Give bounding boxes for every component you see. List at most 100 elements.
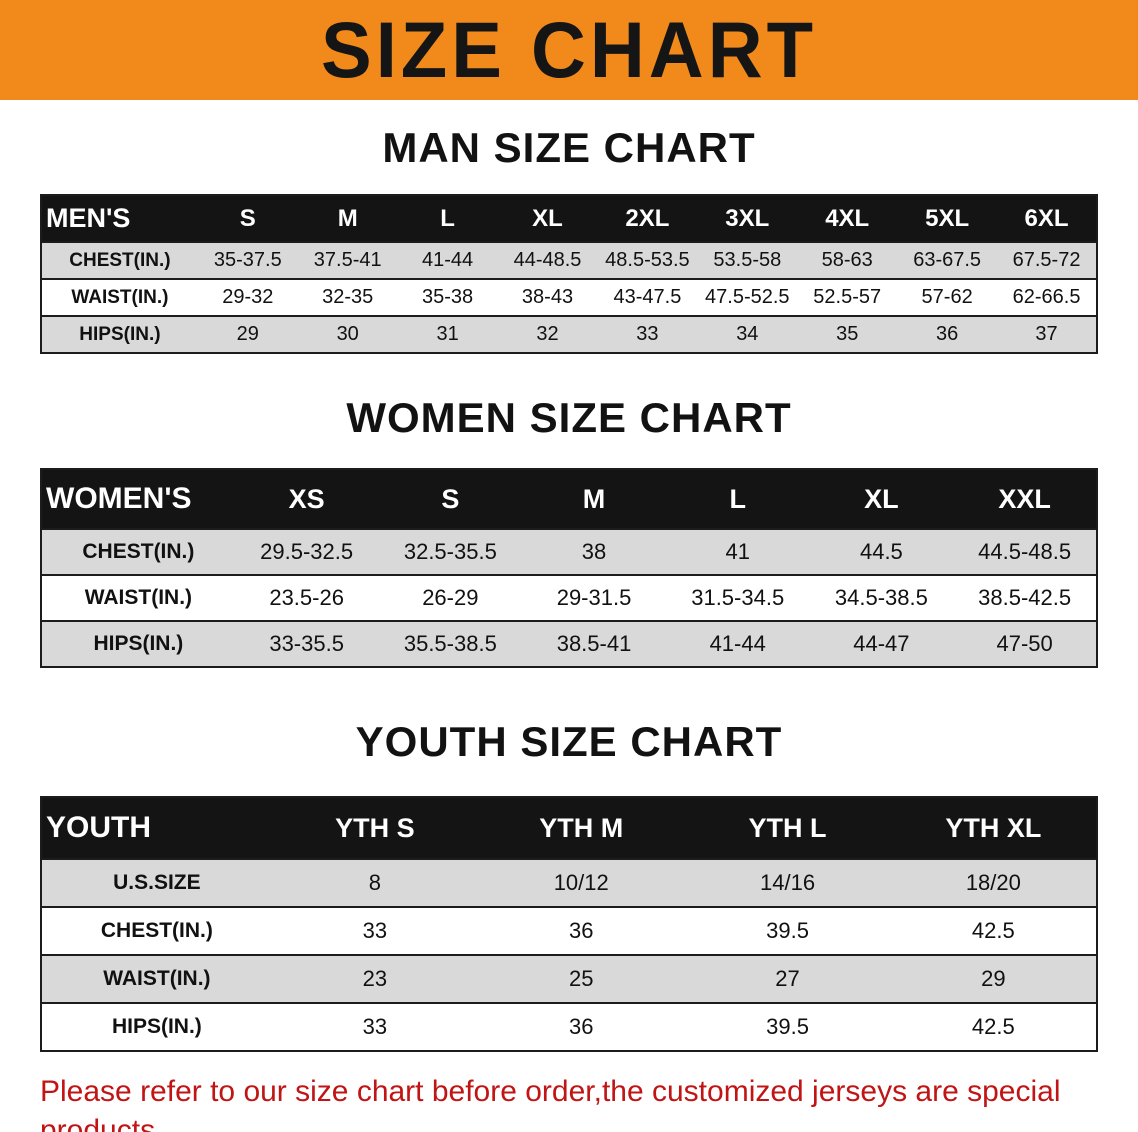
size-table: MEN'S S M L XL 2XL 3XL 4XL 5XL 6XL CHEST(IN.) 35-37… xyxy=(40,194,1098,354)
measurement-row: HIPS(IN.) 33-35.5 35.5-38.5 38.5-41 41-44 44-… xyxy=(41,620,1097,667)
measurement-value: 31 xyxy=(397,315,498,353)
measurement-value: 29-32 xyxy=(197,278,298,316)
measurement-value: 31.5-34.5 xyxy=(665,574,810,621)
measurement-value: 44.5 xyxy=(809,528,954,575)
table-title-cell: WOMEN'S xyxy=(41,469,235,529)
measurement-value: 27 xyxy=(684,954,891,1003)
measurement-label: WAIST(IN.) xyxy=(41,954,272,1003)
size-header-cell: XL xyxy=(497,195,598,242)
measurement-value: 35-38 xyxy=(397,278,498,316)
women-size-section: WOMEN SIZE CHART WOMEN'S XS S M L XL XXL CHEST(… xyxy=(0,394,1138,668)
size-header-cell: 4XL xyxy=(797,195,898,242)
measurement-value: 36 xyxy=(897,315,998,353)
notice-line-1: Please refer to our size chart before or… xyxy=(40,1075,1061,1132)
measurement-value: 41-44 xyxy=(397,241,498,279)
size-header-cell: L xyxy=(665,469,810,529)
measurement-value: 39.5 xyxy=(684,1002,891,1051)
size-header-cell: 2XL xyxy=(597,195,698,242)
measurement-label: CHEST(IN.) xyxy=(41,241,198,279)
measurement-value: 33 xyxy=(271,906,479,955)
measurement-label: CHEST(IN.) xyxy=(41,528,235,575)
measurement-value: 47.5-52.5 xyxy=(697,278,798,316)
size-header-row: MEN'S S M L XL 2XL 3XL 4XL 5XL 6XL xyxy=(41,195,1097,242)
measurement-value: 8 xyxy=(271,858,479,907)
men-size-table: MEN'S S M L XL 2XL 3XL 4XL 5XL 6XL CHEST(IN.) 35-37… xyxy=(0,194,1138,354)
measurement-value: 62-66.5 xyxy=(997,278,1097,316)
size-header-cell: YTH L xyxy=(684,797,891,859)
measurement-value: 34.5-38.5 xyxy=(809,574,954,621)
measurement-value: 35-37.5 xyxy=(197,241,298,279)
page-title: SIZE CHART xyxy=(321,5,817,95)
size-header-row: YOUTH YTH S YTH M YTH L YTH XL xyxy=(41,797,1097,859)
measurement-value: 37.5-41 xyxy=(297,241,398,279)
measurement-value: 34 xyxy=(697,315,798,353)
women-section-heading: WOMEN SIZE CHART xyxy=(346,394,792,441)
measurement-row: CHEST(IN.) 33 36 39.5 42.5 xyxy=(41,906,1097,955)
measurement-row: CHEST(IN.) 35-37.5 37.5-41 41-44 44-48.5 48.5… xyxy=(41,241,1097,279)
men-size-section: MAN SIZE CHART MEN'S S M L XL 2XL 3XL 4XL 5XL 6XL… xyxy=(0,124,1138,354)
measurement-value: 18/20 xyxy=(890,858,1097,907)
measurement-value: 36 xyxy=(478,1002,685,1051)
measurement-label: U.S.SIZE xyxy=(41,858,272,907)
measurement-label: WAIST(IN.) xyxy=(41,574,235,621)
measurement-value: 29 xyxy=(890,954,1097,1003)
measurement-value: 52.5-57 xyxy=(797,278,898,316)
measurement-value: 53.5-58 xyxy=(697,241,798,279)
measurement-value: 67.5-72 xyxy=(997,241,1097,279)
size-header-cell: 3XL xyxy=(697,195,798,242)
measurement-row: WAIST(IN.) 23 25 27 29 xyxy=(41,954,1097,1003)
measurement-value: 23 xyxy=(271,954,479,1003)
measurement-value: 33-35.5 xyxy=(234,620,379,667)
measurement-label: HIPS(IN.) xyxy=(41,620,235,667)
measurement-value: 14/16 xyxy=(684,858,891,907)
measurement-value: 44.5-48.5 xyxy=(953,528,1097,575)
measurement-value: 39.5 xyxy=(684,906,891,955)
size-header-cell: M xyxy=(297,195,398,242)
measurement-value: 25 xyxy=(478,954,685,1003)
measurement-value: 42.5 xyxy=(890,906,1097,955)
size-header-cell: YTH M xyxy=(478,797,685,859)
measurement-value: 29 xyxy=(197,315,298,353)
measurement-value: 33 xyxy=(271,1002,479,1051)
youth-size-section: YOUTH SIZE CHART YOUTH YTH S YTH M YTH L YTH… xyxy=(0,718,1138,1052)
measurement-value: 30 xyxy=(297,315,398,353)
measurement-value: 41-44 xyxy=(665,620,810,667)
size-header-cell: S xyxy=(197,195,298,242)
measurement-value: 26-29 xyxy=(378,574,523,621)
order-notice: Please refer to our size chart before or… xyxy=(40,1072,1100,1132)
measurement-value: 32 xyxy=(497,315,598,353)
measurement-label: HIPS(IN.) xyxy=(41,315,198,353)
table-title-cell: MEN'S xyxy=(41,195,198,242)
youth-size-table: YOUTH YTH S YTH M YTH L YTH XL U.S.SIZE 8 10/12… xyxy=(0,796,1138,1052)
measurement-value: 29-31.5 xyxy=(522,574,666,621)
size-header-cell: XL xyxy=(809,469,954,529)
measurement-value: 32.5-35.5 xyxy=(378,528,523,575)
size-header-cell: 6XL xyxy=(997,195,1097,242)
measurement-value: 63-67.5 xyxy=(897,241,998,279)
youth-section-heading: YOUTH SIZE CHART xyxy=(355,718,783,765)
measurement-value: 10/12 xyxy=(478,858,685,907)
measurement-value: 47-50 xyxy=(953,620,1097,667)
women-size-table: WOMEN'S XS S M L XL XXL CHEST(IN.) 29.5-32.5 32.5… xyxy=(0,468,1138,668)
measurement-label: WAIST(IN.) xyxy=(41,278,198,316)
measurement-value: 29.5-32.5 xyxy=(234,528,379,575)
size-header-cell: XXL xyxy=(953,469,1097,529)
measurement-label: HIPS(IN.) xyxy=(41,1002,272,1051)
size-header-cell: YTH S xyxy=(271,797,479,859)
measurement-value: 48.5-53.5 xyxy=(597,241,698,279)
size-header-cell: 5XL xyxy=(897,195,998,242)
size-header-cell: L xyxy=(397,195,498,242)
size-header-cell: YTH XL xyxy=(890,797,1097,859)
size-table: WOMEN'S XS S M L XL XXL CHEST(IN.) 29.5-32.5 32.5… xyxy=(40,468,1098,668)
measurement-value: 57-62 xyxy=(897,278,998,316)
measurement-value: 44-47 xyxy=(809,620,954,667)
measurement-value: 44-48.5 xyxy=(497,241,598,279)
measurement-value: 36 xyxy=(478,906,685,955)
size-header-cell: S xyxy=(378,469,523,529)
measurement-row: U.S.SIZE 8 10/12 14/16 18/20 xyxy=(41,858,1097,907)
measurement-row: HIPS(IN.) 29 30 31 32 33 34 35 36 37 xyxy=(41,315,1097,353)
measurement-label: CHEST(IN.) xyxy=(41,906,272,955)
table-title-cell: YOUTH xyxy=(41,797,272,859)
size-header-row: WOMEN'S XS S M L XL XXL xyxy=(41,469,1097,529)
banner: SIZE CHART xyxy=(0,0,1138,100)
